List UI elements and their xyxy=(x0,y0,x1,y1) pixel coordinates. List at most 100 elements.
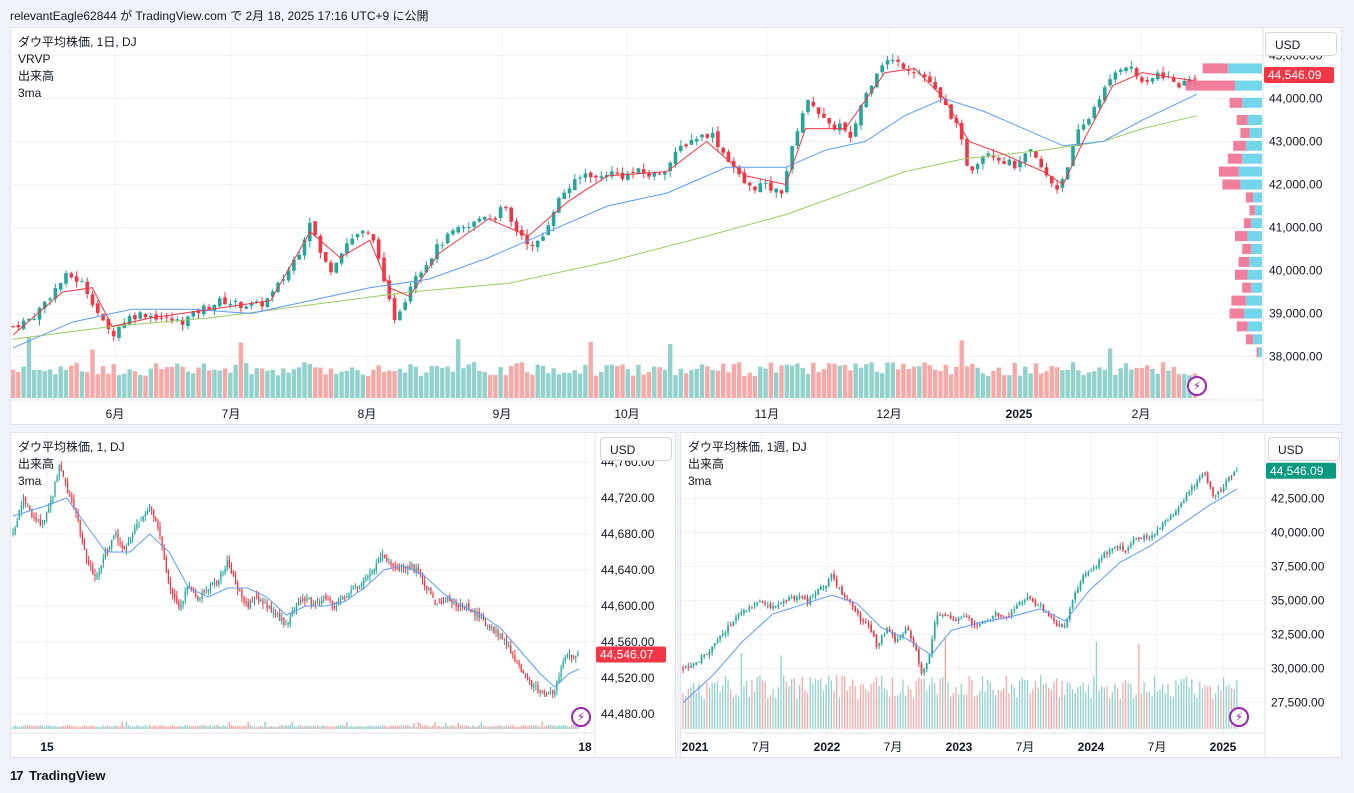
candle-body xyxy=(163,547,165,560)
volume-bar xyxy=(1079,685,1082,729)
volume-bar xyxy=(373,726,375,729)
weekly-lightning-icon[interactable]: ⚡ xyxy=(1229,707,1249,727)
volume-bar xyxy=(588,341,593,398)
candle-body xyxy=(859,613,862,622)
candle-body xyxy=(207,590,209,592)
weekly-legend-ma[interactable]: 3ma xyxy=(688,474,712,488)
intraday-chart-panel[interactable]: 44,760.00 44,720.00 44,680.00 44,640.00 44,6… xyxy=(10,432,676,758)
candle-body xyxy=(575,655,577,658)
y-tick-label: 44,000.00 xyxy=(1269,92,1323,106)
candle-body xyxy=(37,307,42,320)
volume-bar xyxy=(207,726,210,729)
candle-body xyxy=(377,560,380,563)
main-legend-volume[interactable]: 出来高 xyxy=(18,69,55,83)
volume-bar xyxy=(995,695,997,729)
main-chart-svg[interactable]: 45,000.0044,000.0043,000.0042,000.0041,0… xyxy=(11,28,1342,425)
volume-bar xyxy=(501,726,504,729)
candle-body xyxy=(58,283,63,290)
volume-bar xyxy=(1132,697,1135,729)
candle-body xyxy=(1177,83,1181,88)
volume-bar xyxy=(512,725,514,729)
volume-bar xyxy=(1003,688,1005,729)
volume-bar xyxy=(117,726,119,729)
main-chart-panel[interactable]: 45,000.0044,000.0043,000.0042,000.0041,0… xyxy=(10,27,1342,425)
candle-body xyxy=(493,218,498,220)
volume-bar xyxy=(415,726,417,729)
candle-body xyxy=(875,73,879,88)
candle-body xyxy=(491,627,493,629)
intraday-chart-svg[interactable]: 44,760.0044,720.0044,680.0044,640.0044,6… xyxy=(11,433,676,758)
main-lightning-icon[interactable]: ⚡ xyxy=(1187,376,1207,396)
intraday-lightning-icon[interactable]: ⚡ xyxy=(571,707,591,727)
weekly-legend-volume[interactable]: 出来高 xyxy=(688,457,725,471)
volume-bar xyxy=(926,691,928,729)
weekly-chart-svg[interactable]: 42,500.00 40,000.00 37,500.00 35,000.00 32,5… xyxy=(681,433,1342,758)
intraday-legend-symbol[interactable]: ダウ平均株価, 1, DJ xyxy=(18,440,125,454)
candle-body xyxy=(424,265,429,273)
candle-body xyxy=(857,610,859,614)
weekly-legend-symbol[interactable]: ダウ平均株価, 1週, DJ xyxy=(688,440,807,454)
candle-body xyxy=(300,600,302,602)
candle-body xyxy=(270,605,272,612)
candle-body xyxy=(875,634,878,648)
candle-body xyxy=(854,606,857,612)
main-legend-vrvp[interactable]: VRVP xyxy=(18,52,51,66)
candle-body xyxy=(891,59,895,62)
candle-body xyxy=(774,188,778,193)
main-legend-symbol[interactable]: ダウ平均株価, 1日, DJ xyxy=(18,35,137,49)
intraday-currency-button[interactable]: USD xyxy=(600,437,672,461)
candle-body xyxy=(846,597,849,599)
volume-bar xyxy=(411,726,413,729)
tradingview-brand[interactable]: 17 TradingView xyxy=(10,768,105,783)
volume-bar xyxy=(29,725,31,729)
candle-body xyxy=(822,587,825,589)
volume-bar xyxy=(213,725,216,729)
volume-bar xyxy=(268,726,270,729)
weekly-chart-panel[interactable]: 42,500.00 40,000.00 37,500.00 35,000.00 32,5… xyxy=(680,432,1342,758)
candle-body xyxy=(283,618,285,625)
volume-bar xyxy=(943,364,948,398)
volume-bar xyxy=(83,725,86,729)
candle-body xyxy=(1153,533,1156,536)
candle-body xyxy=(878,643,880,646)
volume-bar xyxy=(1106,686,1108,729)
candle-body xyxy=(405,567,407,569)
candle-body xyxy=(335,606,338,608)
candle-body xyxy=(138,521,140,523)
intraday-legend-ma[interactable]: 3ma xyxy=(18,474,42,488)
candle-body xyxy=(992,615,994,619)
candle-body xyxy=(583,173,588,178)
volume-bar xyxy=(194,726,197,729)
candle-body xyxy=(249,302,254,306)
candle-body xyxy=(234,574,237,584)
candle-body xyxy=(994,612,997,616)
volume-bar xyxy=(94,726,96,729)
candle-body xyxy=(12,532,14,534)
volume-bar xyxy=(281,368,286,398)
candle-body xyxy=(727,625,729,633)
volume-bar xyxy=(1172,697,1174,729)
volume-bar xyxy=(418,375,424,398)
weekly-currency-button[interactable]: USD xyxy=(1268,437,1340,461)
candle-body xyxy=(436,603,438,605)
volume-bar xyxy=(984,691,986,729)
volume-bar xyxy=(1199,682,1201,729)
volume-bar xyxy=(159,725,161,729)
x-tick-label: 2025 xyxy=(1006,407,1033,421)
candle-body xyxy=(1034,600,1037,606)
main-currency-button[interactable]: USD xyxy=(1265,32,1337,56)
volume-bar xyxy=(165,726,168,729)
volume-bar xyxy=(171,725,174,729)
x-tick-label: 7月 xyxy=(752,740,771,754)
candle-body xyxy=(1055,185,1059,190)
intraday-legend-volume[interactable]: 出来高 xyxy=(18,457,55,471)
main-legend-ma[interactable]: 3ma xyxy=(18,86,42,100)
candle-body xyxy=(578,177,582,179)
candle-body xyxy=(763,182,768,184)
candle-body xyxy=(325,595,327,600)
candle-body xyxy=(867,623,870,626)
volume-bar xyxy=(12,726,14,729)
volume-bar xyxy=(445,366,450,398)
candle-body xyxy=(870,624,872,632)
ma-line xyxy=(682,488,1238,703)
